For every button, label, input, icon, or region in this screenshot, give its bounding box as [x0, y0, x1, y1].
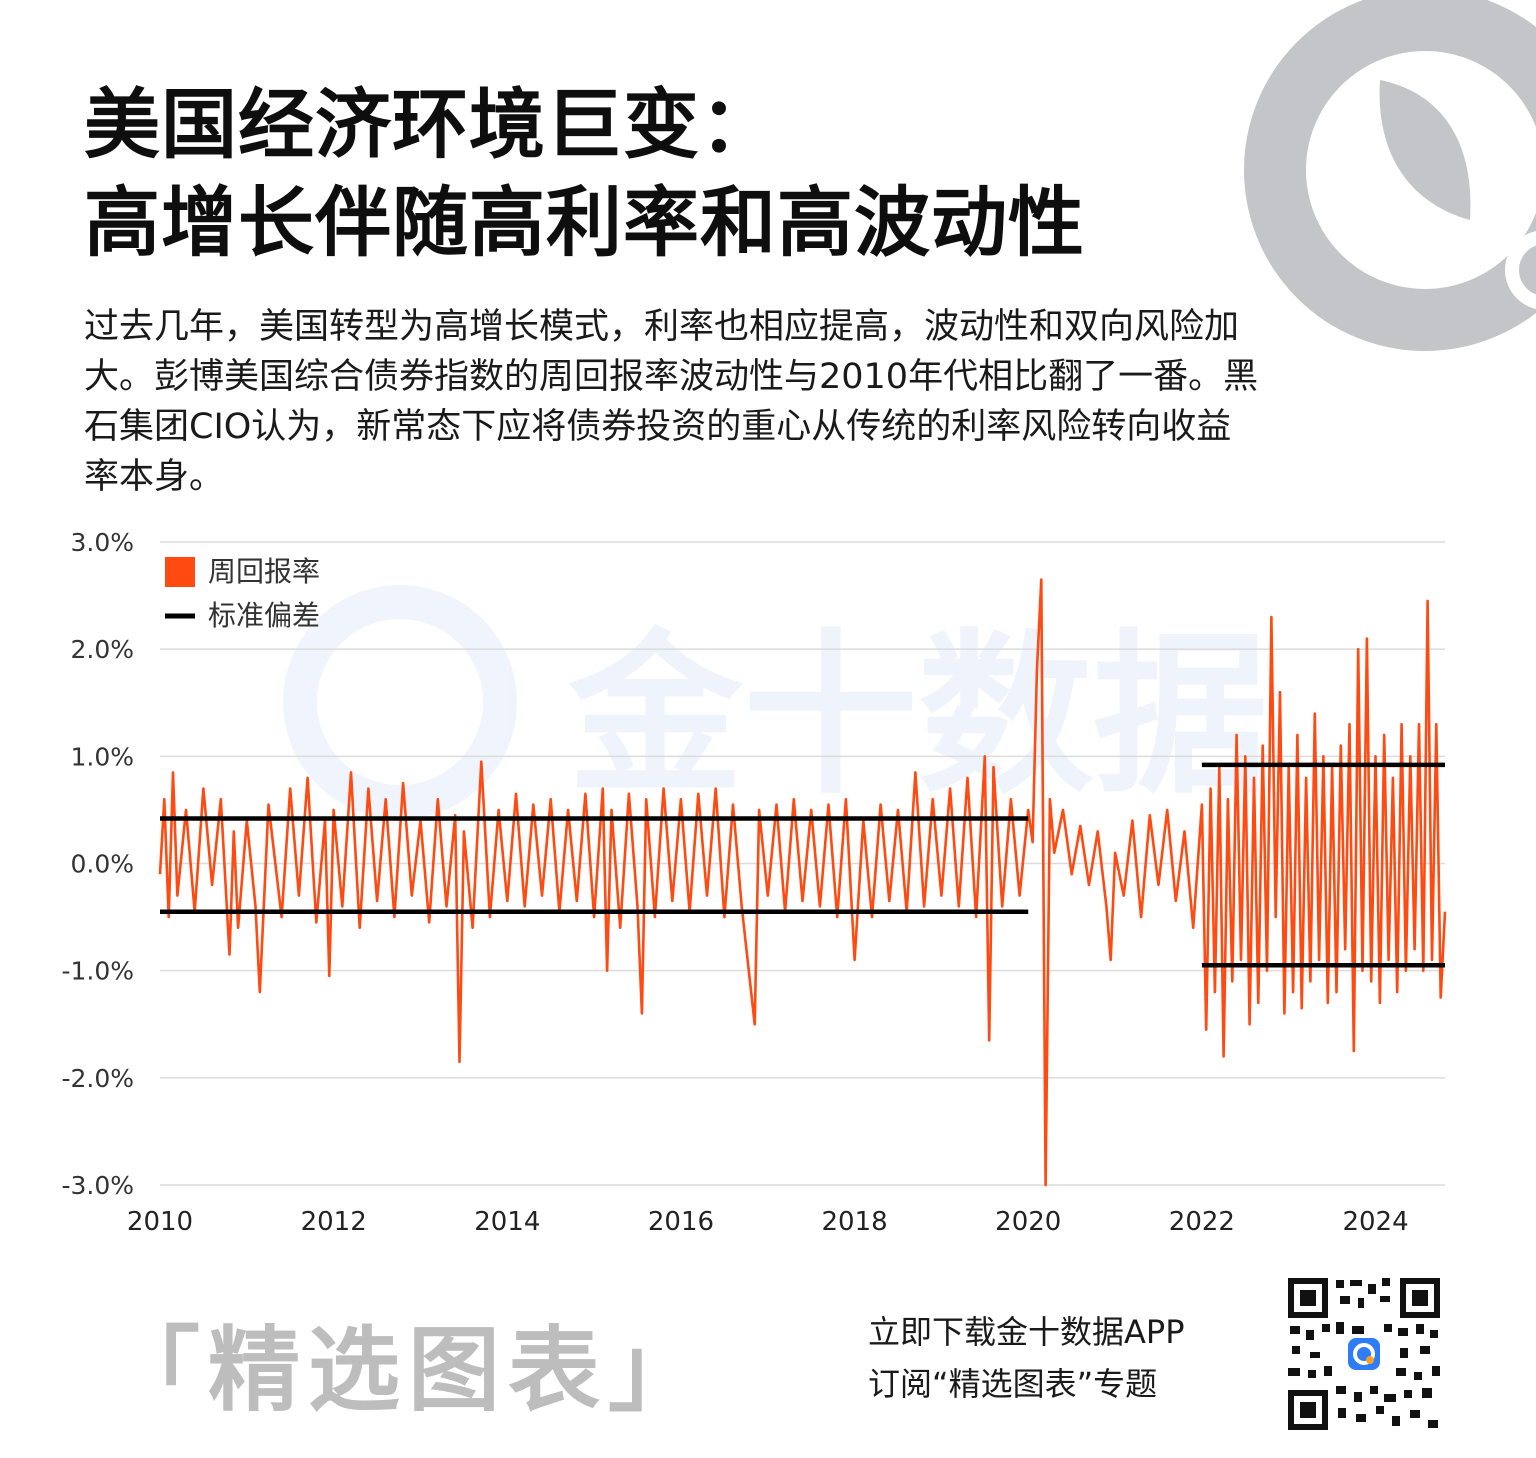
x-tick-label: 2020	[995, 1207, 1061, 1237]
weekly-return-chart: 金十数据 3.0% 2.0% 1.0% 0.0% -1.0% -2.0% -3.0% 201…	[61, 528, 1447, 1237]
x-tick-label: 2024	[1342, 1207, 1408, 1237]
y-tick-label: 0.0%	[70, 850, 134, 879]
x-tick-label: 2014	[474, 1207, 540, 1237]
y-tick-label: -3.0%	[61, 1171, 134, 1200]
x-tick-label: 2016	[648, 1207, 714, 1237]
title-line-1: 美国经济环境巨变：	[84, 80, 777, 169]
qr-code[interactable]	[1284, 1274, 1444, 1434]
intro-paragraph: 过去几年，美国转型为高增长模式，利率也相应提高，波动性和双向风险加大。彭博美国综…	[84, 307, 1259, 497]
watermark: 金十数据	[283, 585, 1268, 819]
footer-cta: 立即下载金十数据APP 订阅“精选图表”专题	[868, 1306, 1185, 1410]
chart-legend: 周回报率 标准偏差	[165, 555, 320, 632]
title-line-2: 高增长伴随高利率和高波动性	[84, 178, 1085, 267]
y-tick-label: -2.0%	[61, 1064, 134, 1093]
footer-line-1: 立即下载金十数据APP	[868, 1313, 1185, 1351]
x-tick-label: 2012	[301, 1207, 367, 1237]
page-title: 美国经济环境巨变： 高增长伴随高利率和高波动性	[84, 76, 1085, 272]
qr-center-logo-icon	[1348, 1338, 1380, 1370]
y-tick-label: 2.0%	[70, 635, 134, 664]
footer-line-2: 订阅“精选图表”专题	[868, 1365, 1158, 1403]
footer-tag: 「精选图表」	[108, 1317, 709, 1424]
legend-std-label: 标准偏差	[208, 599, 320, 632]
y-tick-label: 3.0%	[70, 528, 134, 557]
y-tick-label: -1.0%	[61, 957, 134, 986]
x-tick-label: 2022	[1169, 1207, 1235, 1237]
x-tick-label: 2010	[127, 1207, 193, 1237]
x-tick-label: 2018	[822, 1207, 888, 1237]
brand-logo-decoration	[1244, 0, 1536, 351]
legend-series-label: 周回报率	[208, 555, 320, 588]
watermark-logo-icon	[283, 585, 517, 819]
legend-series-swatch	[165, 557, 195, 587]
y-tick-label: 1.0%	[70, 742, 134, 771]
series-line	[158, 578, 1447, 1187]
